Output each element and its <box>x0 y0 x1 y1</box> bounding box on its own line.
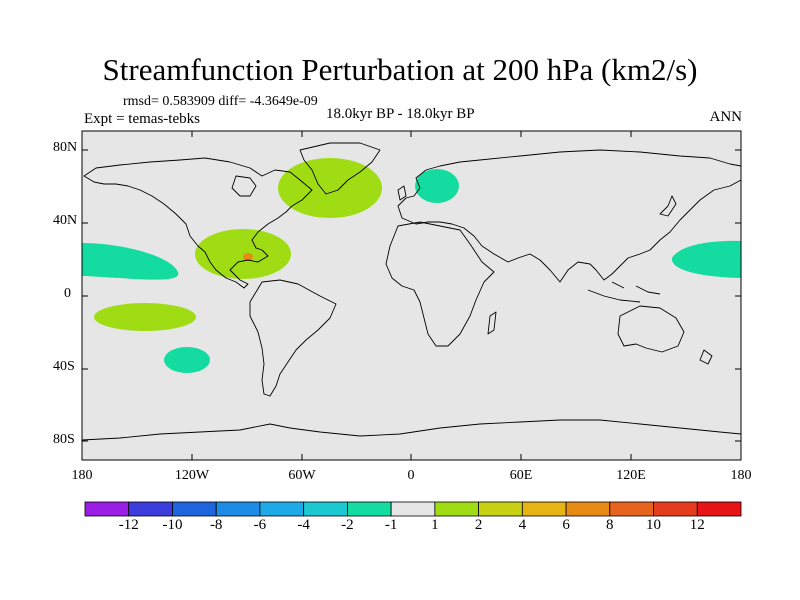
y-tick-label: 0 <box>64 286 71 301</box>
colorbar-label: -1 <box>384 517 398 533</box>
y-tick-label: 80N <box>53 140 78 155</box>
region-east-pacific-negative <box>82 243 179 280</box>
colorbar-label: 10 <box>646 517 662 533</box>
period-label: 18.0kyr BP - 18.0kyr BP <box>326 106 475 122</box>
colorbar-label: -2 <box>341 517 354 533</box>
colorbar-label: 6 <box>562 517 570 533</box>
colorbar-swatch <box>84 501 130 517</box>
colorbar-swatch <box>565 501 611 517</box>
colorbar-label: -6 <box>253 517 267 533</box>
y-tick-label: 80S <box>53 432 75 447</box>
y-tick-label: 40S <box>53 359 75 374</box>
y-tick-label: 40N <box>53 213 78 228</box>
colorbar-swatch <box>653 501 698 517</box>
coastline-madagascar <box>487 311 497 335</box>
colorbar-swatch <box>390 501 436 517</box>
region-scandinavia-negative <box>415 169 459 203</box>
colorbar-label: -12 <box>118 517 139 533</box>
colorbar-swatch <box>259 501 305 517</box>
region-west-pacific-negative <box>671 240 741 278</box>
stats-line: rmsd= 0.583909 diff= -4.3649e-09 <box>123 94 318 109</box>
x-tick-label: 120W <box>174 468 210 483</box>
coastline-new-zealand <box>699 349 713 365</box>
axis-ticks <box>82 131 741 460</box>
map-background <box>82 131 741 460</box>
colorbar-swatch <box>346 501 392 517</box>
coastline-japan <box>659 195 677 217</box>
colorbar-label: 12 <box>689 517 705 533</box>
region-gulf-mexico-core <box>243 253 253 261</box>
colorbar-swatch <box>696 501 742 517</box>
x-tick-label: 0 <box>407 468 415 483</box>
experiment-label: Expt = temas-tebks <box>84 111 200 127</box>
coastline-north-america <box>83 157 313 289</box>
x-tick-label: 120E <box>616 468 646 483</box>
colorbar-swatch <box>478 501 523 517</box>
x-tick-label: 60E <box>509 468 533 483</box>
region-tropical-pacific-positive <box>94 303 196 331</box>
coastline-antarctica <box>82 419 741 441</box>
coastline-eurasia <box>397 149 741 283</box>
season-label: ANN <box>709 109 743 125</box>
colorbar-label: -10 <box>162 517 183 533</box>
colorbar-swatch <box>172 501 217 517</box>
colorbar-swatch <box>303 501 348 517</box>
colorbar-swatch <box>521 501 567 517</box>
colorbar-label: 4 <box>518 517 527 533</box>
region-south-pacific-negative <box>164 347 210 373</box>
colorbar-label: 8 <box>606 517 614 533</box>
colorbar-swatch <box>215 501 261 517</box>
colorbar-swatch <box>609 501 654 517</box>
coastline-greenland <box>299 142 381 195</box>
region-north-atlantic-positive <box>278 158 382 218</box>
x-tick-label: 180 <box>71 468 93 483</box>
coastline-africa <box>385 221 495 347</box>
chart-title: Streamfunction Perturbation at 200 hPa (… <box>102 52 698 87</box>
coastline-south-america <box>249 279 337 397</box>
colorbar-label: 2 <box>474 517 483 533</box>
x-tick-label: 180 <box>730 468 752 483</box>
colorbar <box>84 501 742 517</box>
colorbar-label: -4 <box>297 517 310 533</box>
coastline-uk <box>397 185 407 201</box>
colorbar-label: -8 <box>209 517 223 533</box>
x-tick-label: 60W <box>288 468 316 483</box>
colorbar-label: 1 <box>431 517 439 533</box>
colorbar-swatch <box>128 501 173 517</box>
colorbar-swatch <box>434 501 480 517</box>
coastline-indonesia <box>587 281 661 303</box>
coastline-hudson-bay <box>231 175 257 197</box>
coastline-australia <box>617 305 685 353</box>
region-gulf-mexico-positive <box>195 229 291 279</box>
